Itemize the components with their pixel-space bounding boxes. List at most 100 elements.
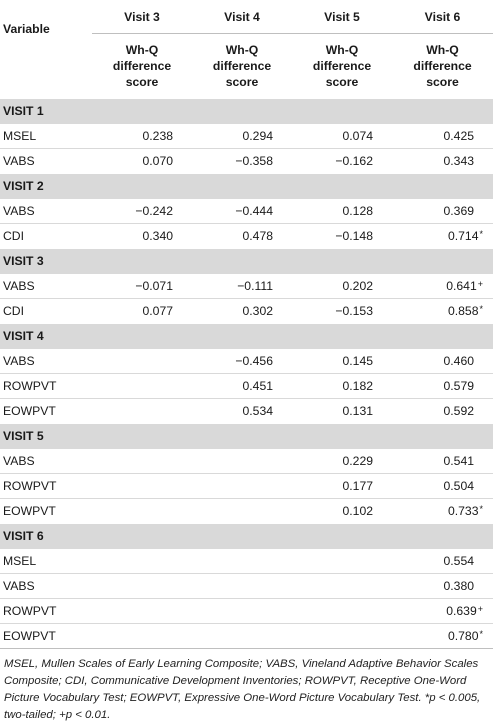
value-cell: 0.858* bbox=[392, 298, 493, 324]
section-header-row: VISIT 3 bbox=[0, 248, 493, 274]
value-text: 0.302 bbox=[242, 304, 274, 318]
value-cell: 0.504 bbox=[392, 473, 493, 499]
value-cell bbox=[92, 398, 192, 424]
value-cell: 0.425 bbox=[392, 123, 493, 149]
value-text: −0.071 bbox=[135, 279, 173, 293]
table-row: MSEL 0.238 0.294 0.074 0.425 bbox=[0, 123, 493, 149]
value-text: −0.358 bbox=[235, 154, 273, 168]
value-text: 0.380 bbox=[443, 579, 475, 593]
value-text: −0.242 bbox=[135, 204, 173, 218]
value-cell: −0.162 bbox=[292, 148, 392, 174]
row-label: ROWPVT bbox=[0, 473, 92, 499]
subheader-line: Wh-Q bbox=[325, 43, 359, 57]
value-cell: 0.238 bbox=[92, 123, 192, 149]
value-cell: 0.592 bbox=[392, 398, 493, 424]
value-cell: −0.456 bbox=[192, 348, 292, 374]
table-row: VABS 0.380 bbox=[0, 573, 493, 599]
value-text: 0.077 bbox=[142, 304, 174, 318]
row-label: MSEL bbox=[0, 548, 92, 574]
value-cell: 0.541 bbox=[392, 448, 493, 474]
subheader-line: Wh-Q bbox=[225, 43, 259, 57]
header-row-visits: Visit 3 Visit 4 Visit 5 Visit 6 bbox=[0, 0, 493, 34]
value-cell: −0.358 bbox=[192, 148, 292, 174]
section-title: VISIT 2 bbox=[0, 173, 493, 199]
value-text: 0.145 bbox=[342, 354, 374, 368]
value-text: 0.451 bbox=[242, 379, 274, 393]
value-text: 0.294 bbox=[242, 129, 274, 143]
value-text: 0.202 bbox=[342, 279, 374, 293]
value-text: 0.554 bbox=[443, 554, 475, 568]
value-text: 0.369 bbox=[443, 204, 475, 218]
value-cell bbox=[292, 573, 392, 599]
table-row: ROWPVT 0.639+ bbox=[0, 598, 493, 624]
value-cell bbox=[192, 498, 292, 524]
section-header-row: VISIT 5 bbox=[0, 423, 493, 449]
subheader-visit-6: Wh-Q difference score bbox=[392, 34, 493, 99]
value-text: 0.780 bbox=[447, 629, 479, 643]
section-header-row: VISIT 4 bbox=[0, 323, 493, 349]
row-label: VABS bbox=[0, 148, 92, 174]
value-cell: 0.478 bbox=[192, 223, 292, 249]
value-text: 0.504 bbox=[443, 479, 475, 493]
value-cell: 0.380 bbox=[392, 573, 493, 599]
value-cell: −0.148 bbox=[292, 223, 392, 249]
correlation-table: Visit 3 Visit 4 Visit 5 Visit 6 Variable… bbox=[0, 0, 493, 649]
value-text: 0.714 bbox=[447, 229, 479, 243]
value-text: 0.733 bbox=[447, 504, 479, 518]
table-row: VABS −0.456 0.145 0.460 bbox=[0, 348, 493, 374]
value-cell: 0.128 bbox=[292, 198, 392, 224]
value-cell: 0.451 bbox=[192, 373, 292, 399]
value-text: 0.641 bbox=[446, 279, 477, 293]
value-cell: 0.733* bbox=[392, 498, 493, 524]
header-visit-5: Visit 5 bbox=[292, 0, 392, 34]
value-cell bbox=[192, 598, 292, 624]
value-text: 0.639 bbox=[446, 604, 477, 618]
subheader-visit-3: Wh-Q difference score bbox=[92, 34, 192, 99]
table-row: VABS −0.242 −0.444 0.128 0.369 bbox=[0, 198, 493, 224]
subheader-line: score bbox=[225, 75, 259, 89]
value-text: 0.070 bbox=[142, 154, 174, 168]
table-footnote: MSEL, Mullen Scales of Early Learning Co… bbox=[4, 658, 481, 721]
row-label: VABS bbox=[0, 273, 92, 299]
value-cell: 0.639+ bbox=[392, 598, 493, 624]
table-row: CDI 0.077 0.302 −0.153 0.858* bbox=[0, 298, 493, 324]
value-cell: 0.131 bbox=[292, 398, 392, 424]
subheader-line: difference bbox=[312, 59, 372, 73]
header-row-sub: Variable Wh-Q difference score Wh-Q differe… bbox=[0, 22, 493, 99]
row-label: EOWPVT bbox=[0, 498, 92, 524]
table-row: EOWPVT 0.534 0.131 0.592 bbox=[0, 398, 493, 424]
value-text: −0.444 bbox=[235, 204, 273, 218]
section-header-row: VISIT 2 bbox=[0, 173, 493, 199]
value-text: −0.162 bbox=[335, 154, 373, 168]
value-cell: 0.714* bbox=[392, 223, 493, 249]
header-visit-6: Visit 6 bbox=[392, 0, 493, 34]
significance-star-mark: * bbox=[479, 504, 483, 514]
header-variable: Variable bbox=[0, 22, 92, 99]
value-text: −0.456 bbox=[235, 354, 273, 368]
value-text: 0.858 bbox=[447, 304, 479, 318]
value-cell bbox=[92, 598, 192, 624]
value-text: 0.592 bbox=[443, 404, 475, 418]
section-header-row: VISIT 6 bbox=[0, 523, 493, 549]
subheader-line: score bbox=[325, 75, 359, 89]
value-cell bbox=[92, 348, 192, 374]
table-row: ROWPVT 0.177 0.504 bbox=[0, 473, 493, 499]
significance-plus-mark: + bbox=[477, 279, 483, 289]
table-row: EOWPVT 0.102 0.733* bbox=[0, 498, 493, 524]
header-visit-4: Visit 4 bbox=[192, 0, 292, 34]
row-label: EOWPVT bbox=[0, 623, 92, 649]
value-text: 0.425 bbox=[443, 129, 475, 143]
value-cell: 0.534 bbox=[192, 398, 292, 424]
value-cell bbox=[292, 623, 392, 649]
subheader-line: difference bbox=[212, 59, 272, 73]
value-cell: 0.202 bbox=[292, 273, 392, 299]
value-text: 0.579 bbox=[443, 379, 475, 393]
section-title: VISIT 5 bbox=[0, 423, 493, 449]
value-cell bbox=[192, 448, 292, 474]
value-text: 0.343 bbox=[443, 154, 475, 168]
table-row: VABS 0.070 −0.358 −0.162 0.343 bbox=[0, 148, 493, 174]
value-text: 0.534 bbox=[242, 404, 274, 418]
row-label: CDI bbox=[0, 298, 92, 324]
value-cell: −0.071 bbox=[92, 273, 192, 299]
